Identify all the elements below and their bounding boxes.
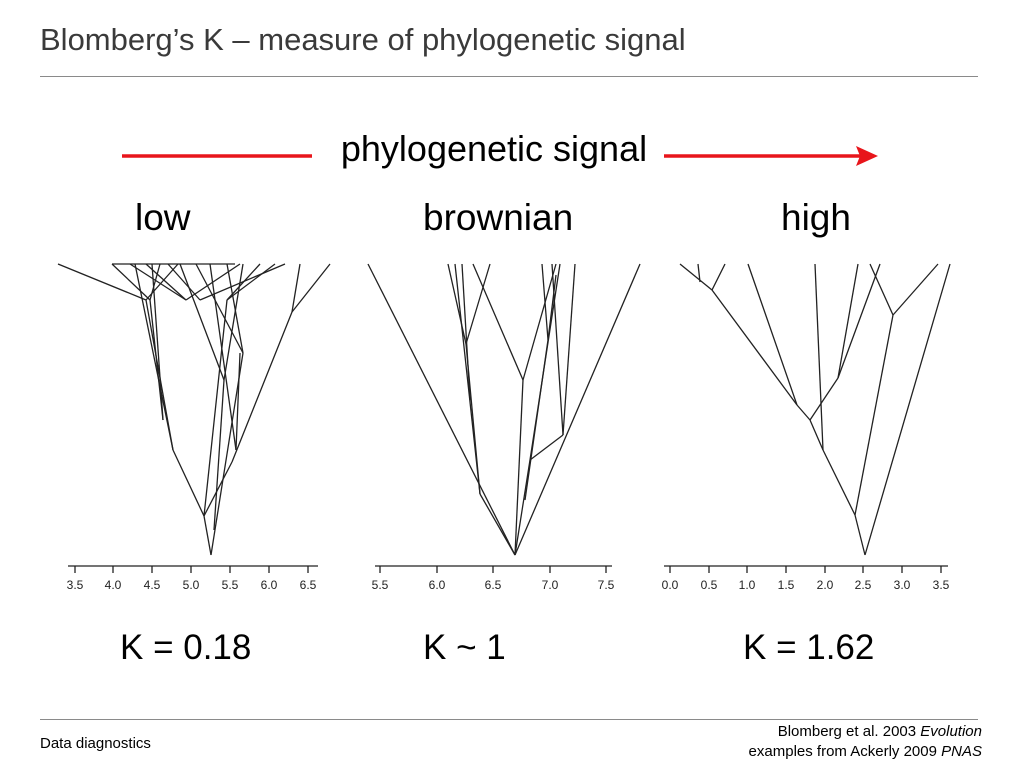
tick-labels-brownian: 5.5 6.0 6.5 7.0 7.5 bbox=[372, 578, 615, 592]
tick-label: 3.5 bbox=[67, 578, 84, 592]
tick-label: 1.0 bbox=[739, 578, 756, 592]
axis-low bbox=[68, 565, 318, 573]
citation-line-1: Blomberg et al. 2003 Evolution bbox=[749, 722, 982, 742]
footer-citations: Blomberg et al. 2003 Evolution examples … bbox=[749, 722, 982, 762]
slide-title: Blomberg’s K – measure of phylogenetic s… bbox=[40, 22, 686, 57]
k-value-high: K = 1.62 bbox=[743, 628, 875, 667]
tree-low bbox=[57, 263, 331, 556]
tree-brownian bbox=[367, 263, 641, 556]
signal-arrow bbox=[122, 146, 878, 166]
axis-high bbox=[664, 565, 948, 573]
axis-brownian bbox=[375, 565, 612, 573]
tick-label: 5.5 bbox=[372, 578, 389, 592]
signal-arrow-head bbox=[856, 146, 878, 166]
tick-label: 5.0 bbox=[183, 578, 200, 592]
k-value-low: K = 0.18 bbox=[120, 628, 252, 667]
k-value-brownian: K ~ 1 bbox=[423, 628, 506, 667]
tree-high bbox=[679, 263, 951, 556]
tick-label: 6.0 bbox=[429, 578, 446, 592]
signal-label-wrap: phylogenetic signal bbox=[0, 128, 1024, 170]
tick-labels-high: 0.0 0.5 1.0 1.5 2.0 2.5 3.0 3.5 bbox=[662, 578, 950, 592]
footer-section-label: Data diagnostics bbox=[40, 735, 151, 752]
tick-label: 3.5 bbox=[933, 578, 950, 592]
tick-label: 2.5 bbox=[855, 578, 872, 592]
tick-label: 3.0 bbox=[894, 578, 911, 592]
citation-2-text: examples from Ackerly 2009 bbox=[748, 743, 942, 760]
tick-label: 0.5 bbox=[701, 578, 718, 592]
panel-label-high: high bbox=[781, 197, 851, 238]
tick-label: 2.0 bbox=[817, 578, 834, 592]
tick-label: 6.0 bbox=[261, 578, 278, 592]
citation-1-journal: Evolution bbox=[920, 723, 982, 740]
tick-label: 6.5 bbox=[300, 578, 317, 592]
panel-label-brownian: brownian bbox=[423, 197, 574, 238]
tick-label: 6.5 bbox=[485, 578, 502, 592]
signal-label: phylogenetic signal bbox=[340, 128, 648, 169]
tick-labels-low: 3.5 4.0 4.5 5.0 5.5 6.0 6.5 bbox=[67, 578, 317, 592]
tick-label: 7.0 bbox=[542, 578, 559, 592]
footer-divider bbox=[40, 719, 978, 720]
tick-label: 1.5 bbox=[778, 578, 795, 592]
tick-label: 7.5 bbox=[598, 578, 615, 592]
tick-label: 4.5 bbox=[144, 578, 161, 592]
title-divider bbox=[40, 76, 978, 77]
citation-line-2: examples from Ackerly 2009 PNAS bbox=[749, 742, 982, 762]
tick-label: 4.0 bbox=[105, 578, 122, 592]
tick-label: 5.5 bbox=[222, 578, 239, 592]
citation-1-text: Blomberg et al. 2003 bbox=[777, 723, 921, 740]
citation-2-journal: PNAS bbox=[941, 743, 982, 760]
tick-label: 0.0 bbox=[662, 578, 679, 592]
panel-label-low: low bbox=[135, 197, 191, 238]
